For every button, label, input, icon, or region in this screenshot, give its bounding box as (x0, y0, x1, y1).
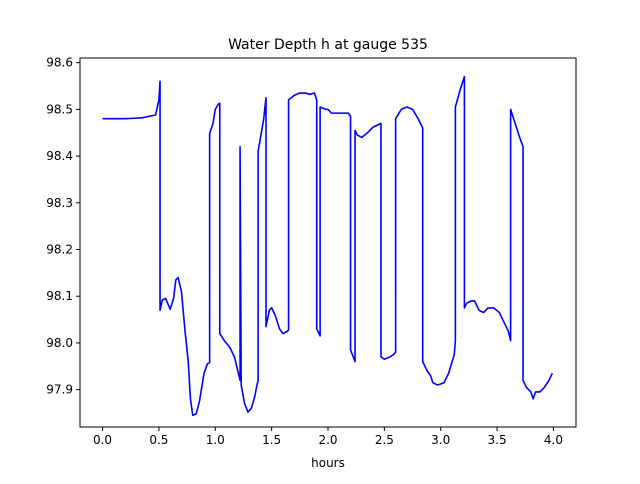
series-layer (102, 75, 554, 417)
series-line (102, 75, 554, 417)
x-tick-label: 2.0 (318, 433, 337, 447)
x-tick-label: 3.5 (488, 433, 507, 447)
y-tick-label: 98.2 (46, 243, 73, 257)
x-axis-label: hours (311, 456, 345, 470)
x-tick-label: 2.5 (375, 433, 394, 447)
y-tick-label: 98.1 (46, 289, 73, 303)
chart-title: Water Depth h at gauge 535 (228, 37, 428, 53)
plot-area (80, 58, 576, 427)
y-tick-label: 98.4 (46, 149, 73, 163)
y-tick-label: 98.0 (46, 336, 73, 350)
y-tick-label: 98.6 (46, 56, 73, 70)
x-tick-label: 0.0 (93, 433, 112, 447)
x-tick-label: 4.0 (544, 433, 563, 447)
x-tick-label: 0.5 (149, 433, 168, 447)
y-tick-label: 98.5 (46, 102, 73, 116)
y-tick-label: 98.3 (46, 196, 73, 210)
x-tick-label: 3.0 (431, 433, 450, 447)
y-axis-ticks: 97.9 98.0 98.1 98.2 98.3 98.4 98.5 98.6 (46, 56, 80, 397)
x-tick-label: 1.0 (206, 433, 225, 447)
x-axis-ticks: 0.0 0.5 1.0 1.5 2.0 2.5 3.0 3.5 4.0 (93, 427, 563, 447)
y-tick-label: 97.9 (46, 383, 73, 397)
plot-frame (79, 57, 577, 428)
x-tick-label: 1.5 (262, 433, 281, 447)
